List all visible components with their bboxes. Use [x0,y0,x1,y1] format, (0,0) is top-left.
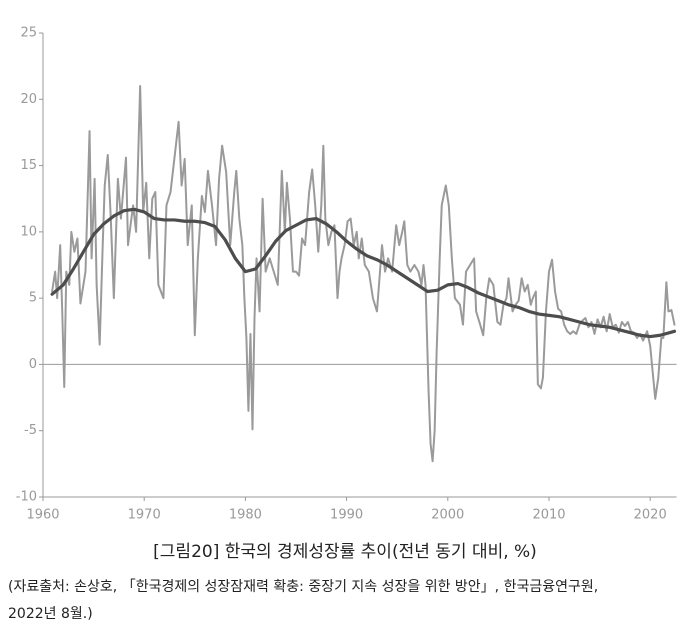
y-tick-label: 10 [20,224,37,239]
x-tick-label: 1960 [26,508,59,523]
y-tick-label: 0 [29,357,37,372]
y-tick-label: 25 [20,26,37,41]
x-tick-label: 1990 [330,508,363,523]
x-tick-label: 2000 [431,508,464,523]
x-tick-label: 2010 [532,508,565,523]
series-line [51,85,676,463]
y-tick-label: 5 [29,291,37,306]
source-line: 2022년 8월.) [8,606,93,622]
x-tick-label: 1970 [128,508,161,523]
y-tick-label: -5 [24,423,37,438]
y-tick-label: -10 [16,490,37,505]
x-tick-label: 2020 [634,508,667,523]
series-line [50,207,677,339]
y-tick-label: 15 [20,158,37,173]
y-tick-label: 20 [20,92,37,107]
source-line: (자료출처: 손상호, 「한국경제의 성장잠재력 확충: 중장기 지속 성장을 … [8,579,598,595]
chart-title: [그림20] 한국의 경제성장률 추이(전년 동기 대비, %) [153,542,537,562]
x-tick-label: 1980 [229,508,262,523]
